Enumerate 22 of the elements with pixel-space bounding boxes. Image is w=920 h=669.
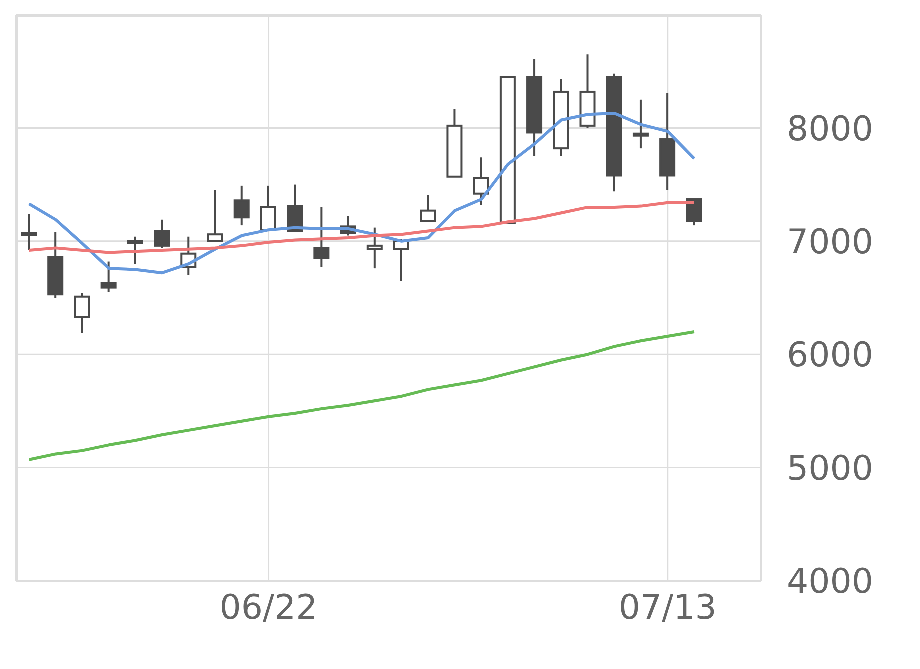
x-tick-label: 06/22 [220,588,318,628]
y-tick-label: 4000 [787,562,874,602]
candlestick [21,213,37,252]
x-tick-label: 07/13 [618,588,717,628]
candlestick [234,184,250,227]
line-series [28,112,696,275]
y-tick-label: 6000 [787,336,874,376]
candlestick [74,292,90,334]
candlestick [366,226,383,270]
candlestick [420,194,436,224]
candlestick [154,218,170,250]
candlestick [207,189,224,242]
candlestick [260,184,276,232]
y-tick-label: 7000 [787,222,874,262]
y-tick-label: 5000 [787,448,874,489]
candlestick [473,156,490,206]
candlestick [314,206,330,268]
y-tick-label: 8000 [787,109,874,150]
candlestick [100,260,117,294]
candlestick [632,98,649,150]
line-series [28,330,696,462]
candlestick [127,236,144,266]
